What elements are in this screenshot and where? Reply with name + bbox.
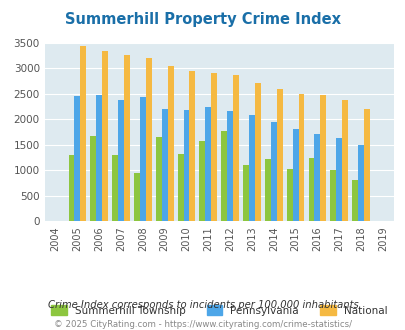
Bar [276, 89, 282, 221]
Bar [183, 110, 189, 221]
Bar [232, 76, 239, 221]
Bar [145, 58, 151, 221]
Bar [189, 71, 195, 221]
Bar [167, 66, 173, 221]
Bar [341, 100, 347, 221]
Bar [74, 96, 80, 221]
Bar [254, 82, 260, 221]
Bar [363, 109, 369, 221]
Bar [320, 95, 326, 221]
Text: Summerhill Property Crime Index: Summerhill Property Crime Index [65, 12, 340, 26]
Bar [292, 129, 298, 221]
Bar [205, 107, 211, 221]
Bar [80, 47, 86, 221]
Bar [177, 154, 183, 221]
Text: Crime Index corresponds to incidents per 100,000 inhabitants: Crime Index corresponds to incidents per… [47, 300, 358, 310]
Bar [124, 54, 130, 221]
Bar [352, 181, 357, 221]
Bar [211, 73, 217, 221]
Bar [156, 137, 161, 221]
Bar [221, 131, 227, 221]
Bar [270, 122, 276, 221]
Bar [264, 159, 270, 221]
Bar [199, 141, 205, 221]
Bar [134, 173, 140, 221]
Bar [118, 100, 124, 221]
Bar [90, 136, 96, 221]
Bar [330, 170, 335, 221]
Bar [102, 51, 108, 221]
Bar [248, 115, 254, 221]
Bar [161, 109, 167, 221]
Bar [308, 158, 314, 221]
Bar [314, 134, 320, 221]
Bar [357, 145, 363, 221]
Bar [286, 169, 292, 221]
Text: © 2025 CityRating.com - https://www.cityrating.com/crime-statistics/: © 2025 CityRating.com - https://www.city… [54, 320, 351, 329]
Bar [227, 111, 232, 221]
Bar [335, 138, 341, 221]
Bar [298, 94, 304, 221]
Bar [96, 95, 102, 221]
Bar [112, 155, 118, 221]
Bar [140, 97, 145, 221]
Legend: Summerhill Township, Pennsylvania, National: Summerhill Township, Pennsylvania, Natio… [47, 301, 391, 320]
Bar [243, 165, 248, 221]
Bar [68, 155, 74, 221]
